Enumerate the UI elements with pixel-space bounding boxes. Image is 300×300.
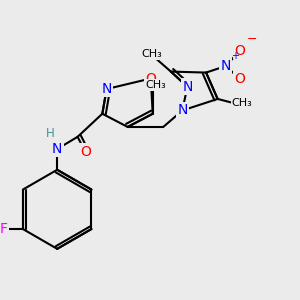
- Text: CH₃: CH₃: [145, 80, 166, 90]
- Text: −: −: [247, 33, 257, 46]
- Text: F: F: [0, 222, 7, 236]
- Text: N: N: [52, 142, 62, 156]
- Text: H: H: [46, 127, 54, 140]
- Text: N: N: [182, 80, 193, 94]
- Text: O: O: [235, 72, 245, 86]
- Text: CH₃: CH₃: [142, 49, 162, 59]
- Text: O: O: [145, 71, 156, 85]
- Text: N: N: [101, 82, 112, 96]
- Text: +: +: [231, 51, 239, 61]
- Text: N: N: [221, 59, 231, 73]
- Text: O: O: [80, 145, 91, 159]
- Text: O: O: [235, 44, 245, 58]
- Text: N: N: [177, 103, 188, 118]
- Text: CH₃: CH₃: [232, 98, 252, 108]
